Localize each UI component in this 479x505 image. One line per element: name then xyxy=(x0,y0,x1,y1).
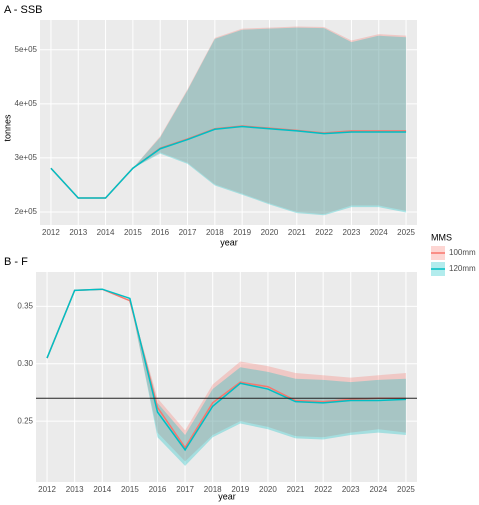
x-tick-label: 2013 xyxy=(66,485,84,494)
ribbon xyxy=(47,289,406,466)
x-tick-label: 2020 xyxy=(261,228,279,237)
legend-label: 120mm xyxy=(449,264,476,273)
x-tick-label: 2021 xyxy=(288,228,306,237)
x-tick-label: 2025 xyxy=(397,228,415,237)
y-tick-label: 2e+05 xyxy=(15,207,38,216)
x-tick-label: 2025 xyxy=(397,485,415,494)
x-tick-label: 2019 xyxy=(231,485,249,494)
series-line xyxy=(50,125,407,199)
ribbon xyxy=(50,26,407,215)
x-tick-label: 2024 xyxy=(370,228,388,237)
x-tick-label: 2017 xyxy=(179,228,197,237)
x-tick-label: 2018 xyxy=(204,485,222,494)
ribbon xyxy=(47,289,406,462)
y-tick-label: 0.25 xyxy=(17,416,33,425)
x-tick-label: 2014 xyxy=(93,485,111,494)
y-tick-label: 3e+05 xyxy=(15,153,38,162)
x-axis-title: year xyxy=(220,237,238,247)
x-tick-label: 2023 xyxy=(343,228,361,237)
y-tick-label: 4e+05 xyxy=(15,99,38,108)
x-tick-label: 2012 xyxy=(42,228,60,237)
x-tick-label: 2024 xyxy=(369,485,387,494)
x-tick-label: 2019 xyxy=(233,228,251,237)
y-axis-title: tonnes xyxy=(2,114,12,142)
x-tick-label: 2020 xyxy=(259,485,277,494)
x-tick-label: 2015 xyxy=(124,228,142,237)
x-tick-label: 2021 xyxy=(287,485,305,494)
y-tick-label: 5e+05 xyxy=(15,45,38,54)
panel-a-title: A - SSB xyxy=(4,4,43,16)
series-line xyxy=(46,288,406,452)
ribbon xyxy=(50,27,407,216)
x-tick-label: 2016 xyxy=(149,485,167,494)
x-tick-label: 2015 xyxy=(121,485,139,494)
y-tick-label: 0.30 xyxy=(17,359,33,368)
x-tick-label: 2012 xyxy=(38,485,56,494)
x-tick-label: 2023 xyxy=(342,485,360,494)
legend-title: MMS xyxy=(431,232,452,242)
x-axis-title: year xyxy=(218,491,236,501)
x-tick-label: 2016 xyxy=(151,228,169,237)
plot-background xyxy=(40,20,417,225)
y-tick-label: 0.35 xyxy=(17,302,33,311)
x-tick-label: 2014 xyxy=(97,228,115,237)
plot-background xyxy=(36,272,417,482)
legend-label: 100mm xyxy=(449,248,476,257)
x-tick-label: 2022 xyxy=(314,485,332,494)
x-tick-label: 2013 xyxy=(69,228,87,237)
panel-b-title: B - F xyxy=(4,256,28,268)
x-tick-label: 2022 xyxy=(315,228,333,237)
x-tick-label: 2018 xyxy=(206,228,224,237)
x-tick-label: 2017 xyxy=(176,485,194,494)
